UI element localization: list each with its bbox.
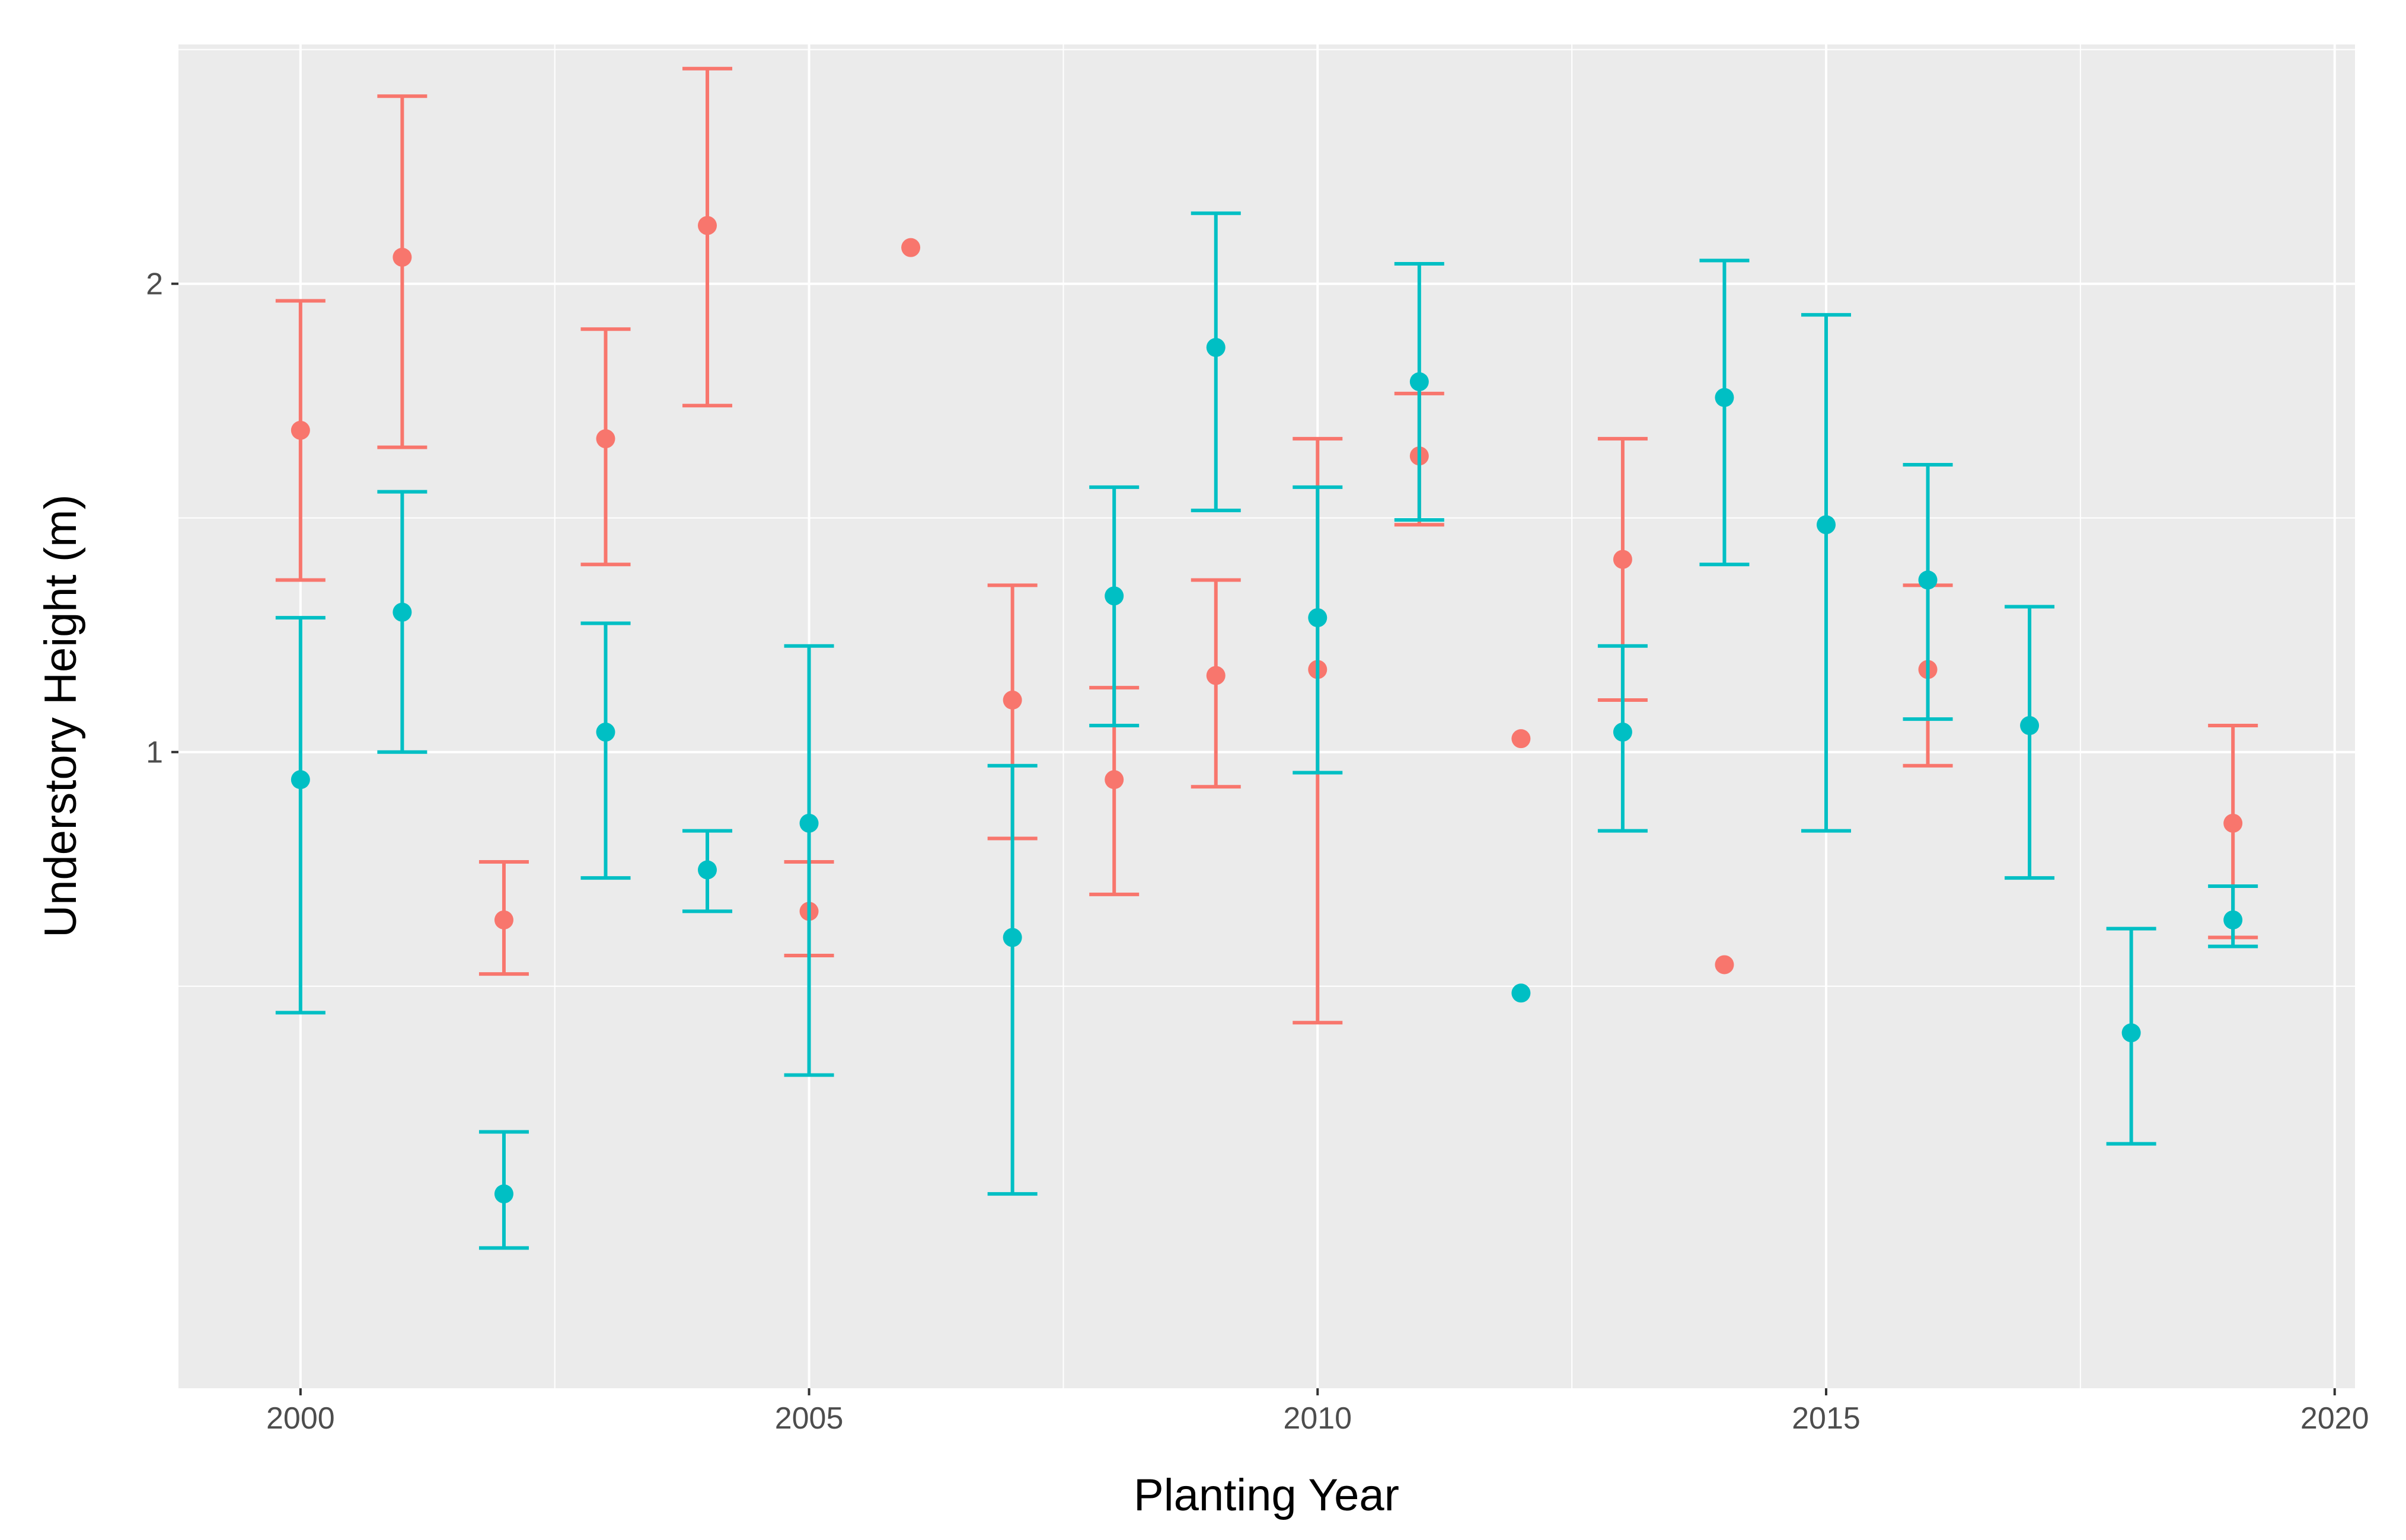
grid-minor (178, 44, 2355, 1388)
y-tick-label: 2 (146, 267, 163, 302)
data-point (1206, 338, 1226, 357)
data-point (1918, 570, 1938, 590)
y-axis: 12 (146, 267, 178, 770)
data-point (494, 1184, 513, 1204)
data-point (1003, 928, 1022, 947)
x-tick-label: 2010 (1283, 1401, 1352, 1436)
y-tick-label: 1 (146, 736, 163, 770)
x-axis-title: Planting Year (1134, 1470, 1399, 1520)
data-point (1105, 770, 1124, 790)
data-point (393, 247, 412, 267)
data-point (901, 238, 921, 257)
data-point (698, 860, 717, 880)
data-point (2121, 1023, 2141, 1043)
data-point (1105, 586, 1124, 606)
x-tick-label: 2020 (2300, 1401, 2369, 1436)
data-point (1511, 729, 1531, 749)
data-point (596, 429, 615, 449)
plot-panel (178, 44, 2355, 1388)
data-point (1816, 515, 1836, 535)
data-point (1715, 388, 1734, 407)
data-point (1613, 723, 1632, 742)
data-point (1715, 955, 1734, 975)
data-point (2223, 910, 2243, 929)
data-point (1003, 691, 1022, 710)
data-point (1613, 549, 1632, 569)
data-point (291, 420, 310, 440)
x-tick-label: 2015 (1792, 1401, 1861, 1436)
x-tick-label: 2005 (775, 1401, 844, 1436)
data-point (799, 813, 819, 833)
data-point (698, 216, 717, 235)
data-point (494, 910, 513, 929)
x-axis: 2000 2005 2010 2015 2020 (266, 1388, 2369, 1436)
x-tick-label: 2000 (266, 1401, 335, 1436)
data-point (1409, 372, 1429, 391)
series-layer (275, 66, 2258, 1250)
data-point (596, 723, 615, 742)
data-point (1206, 666, 1226, 685)
data-point (291, 770, 310, 790)
y-axis-title: Understory Height (m) (36, 494, 86, 938)
data-point (2223, 813, 2243, 833)
data-point (393, 602, 412, 622)
data-point (1308, 608, 1328, 628)
data-point (1511, 983, 1531, 1003)
series-teal (275, 211, 2258, 1250)
data-point (2020, 716, 2040, 736)
